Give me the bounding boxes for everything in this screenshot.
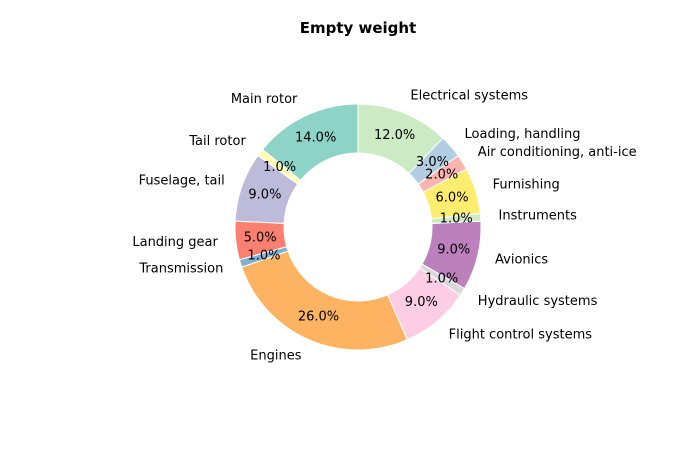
label-electrical-systems: Electrical systems <box>410 89 528 104</box>
percent-fuselage-tail: 9.0% <box>248 187 281 202</box>
label-hydraulic-systems: Hydraulic systems <box>478 294 598 309</box>
label-instruments: Instruments <box>499 208 578 223</box>
percent-hydraulic-systems: 1.0% <box>425 271 458 286</box>
percent-transmission: 1.0% <box>247 249 280 264</box>
percent-label-group: 14.0% 1.0% 9.0% 5.0% 1.0% 26.0% 9.0% 1.0% 9.0% 1.… <box>244 128 473 325</box>
percent-flight-control-systems: 9.0% <box>405 295 438 310</box>
percent-engines: 26.0% <box>298 310 339 325</box>
percent-avionics: 9.0% <box>437 243 470 258</box>
label-avionics: Avionics <box>495 253 548 268</box>
slice-electrical-systems <box>357 103 444 175</box>
category-label-group: Main rotor Tail rotor Fuselage, tail Landin… <box>132 89 636 364</box>
label-flight-control-systems: Flight control systems <box>449 328 593 343</box>
label-air-conditioning-anti-ice: Air conditioning, anti-ice <box>478 145 637 160</box>
chart-title: Empty weight <box>300 19 417 37</box>
label-furnishing: Furnishing <box>493 178 560 193</box>
percent-furnishing: 6.0% <box>436 190 469 205</box>
percent-air-conditioning-anti-ice: 2.0% <box>425 168 458 183</box>
percent-loading-handling: 3.0% <box>416 155 449 170</box>
label-main-rotor: Main rotor <box>231 92 298 107</box>
slice-engines <box>241 250 408 351</box>
label-transmission: Transmission <box>138 261 223 276</box>
slice-group <box>234 103 482 351</box>
percent-electrical-systems: 12.0% <box>374 128 415 143</box>
percent-instruments: 1.0% <box>440 212 473 227</box>
label-tail-rotor: Tail rotor <box>188 134 246 149</box>
label-landing-gear: Landing gear <box>132 235 218 250</box>
percent-main-rotor: 14.0% <box>295 131 336 146</box>
label-fuselage-tail: Fuselage, tail <box>139 173 225 188</box>
label-loading-handling: Loading, handling <box>465 127 581 142</box>
percent-landing-gear: 5.0% <box>244 230 277 245</box>
label-engines: Engines <box>250 349 302 364</box>
percent-tail-rotor: 1.0% <box>263 160 296 175</box>
